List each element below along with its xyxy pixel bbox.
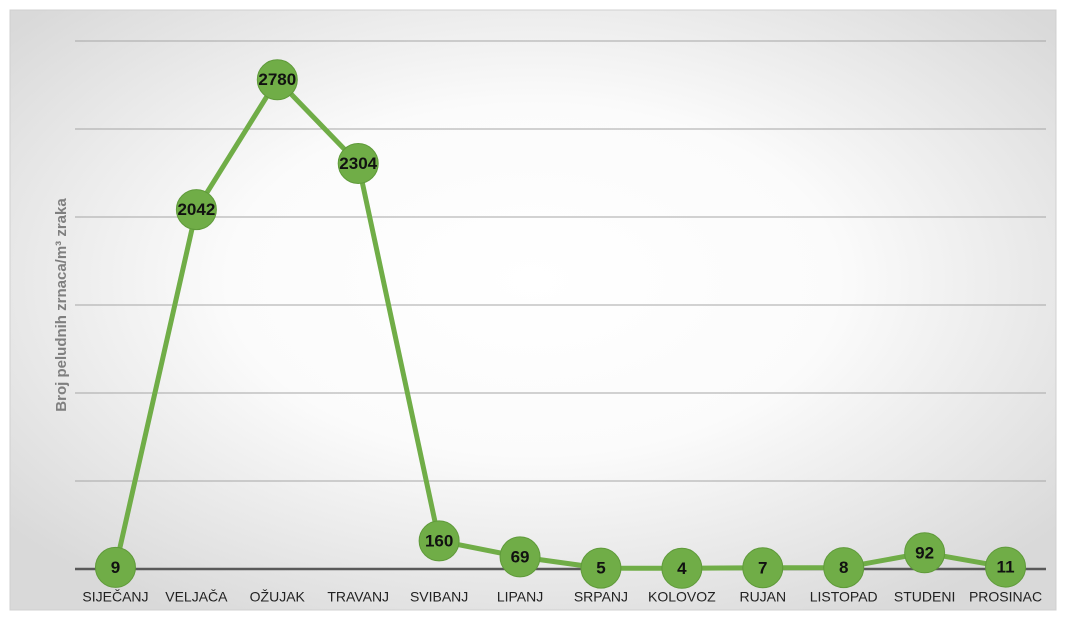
x-tick-label: SRPANJ: [574, 589, 628, 605]
data-label: 92: [915, 543, 934, 562]
x-tick-label: VELJAČA: [165, 589, 228, 605]
data-label: 5: [596, 559, 605, 578]
marker: [742, 547, 784, 589]
marker: [337, 142, 379, 184]
marker: [661, 547, 703, 589]
marker: [985, 546, 1027, 588]
marker: [256, 59, 298, 101]
marker: [175, 189, 217, 231]
x-tick-label: TRAVANJ: [327, 589, 389, 605]
marker: [418, 520, 460, 562]
marker: [94, 546, 136, 588]
data-label: 4: [677, 559, 687, 578]
data-label: 8: [839, 558, 848, 577]
x-tick-label: SIJEČANJ: [82, 589, 148, 605]
x-tick-label: OŽUJAK: [250, 589, 306, 605]
y-axis-label: Broj peludnih zrnaca/m³ zraka: [53, 198, 70, 412]
data-label: 160: [425, 531, 453, 550]
data-label: 2780: [258, 70, 296, 89]
chart-background: [9, 9, 1057, 611]
marker: [904, 532, 946, 574]
data-label: 11: [997, 558, 1015, 577]
x-tick-label: LIPANJ: [497, 589, 543, 605]
marker: [499, 536, 541, 578]
marker: [823, 547, 865, 589]
x-tick-label: KOLOVOZ: [648, 589, 716, 605]
data-label: 9: [111, 558, 120, 577]
x-tick-label: RUJAN: [739, 589, 786, 605]
marker: [580, 547, 622, 589]
x-tick-label: PROSINAC: [969, 589, 1042, 605]
x-tick-label: LISTOPAD: [810, 589, 878, 605]
data-label: 69: [511, 547, 530, 566]
data-label: 7: [758, 558, 767, 577]
x-tick-label: SVIBANJ: [410, 589, 468, 605]
data-label: 2042: [177, 200, 215, 219]
x-tick-label: STUDENI: [894, 589, 955, 605]
data-label: 2304: [339, 154, 377, 173]
